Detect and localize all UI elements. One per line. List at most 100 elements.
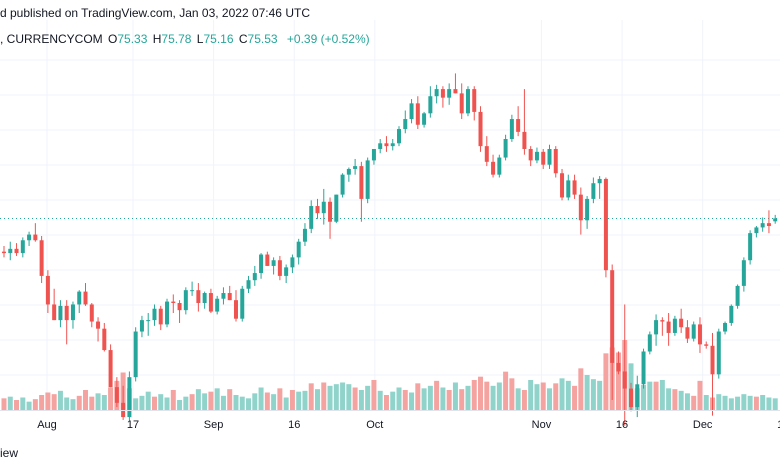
volume-bar (158, 394, 164, 410)
candle (603, 177, 608, 278)
volume-bar (735, 396, 741, 410)
volume-bar (64, 397, 70, 410)
candle (735, 284, 740, 309)
volume-bar (578, 368, 584, 410)
candle (597, 176, 602, 199)
volume-bar (772, 398, 778, 410)
candle (578, 187, 583, 235)
candle (114, 377, 119, 408)
candle (660, 317, 665, 336)
volume-bar (496, 382, 502, 410)
volume-bar (490, 385, 496, 410)
volume-bar (321, 382, 327, 410)
volume-bar (471, 380, 477, 410)
time-axis: Aug 17 Sep 16 Oct Nov 16 Dec 16 (0, 410, 780, 431)
symbol-label: , CURRENCYCOM (0, 32, 103, 46)
candle (547, 144, 552, 169)
candle (152, 304, 157, 326)
volume-bar (208, 391, 214, 410)
volume-bar (183, 396, 189, 410)
candle (89, 303, 94, 328)
volume-bar (521, 390, 527, 410)
ohlc-legend: , CURRENCYCOM O75.33 H75.78 L75.16 C75.5… (0, 32, 370, 46)
volume-bar (383, 395, 389, 410)
candle (616, 351, 621, 375)
volume-bar (170, 390, 176, 410)
volume-bar (666, 388, 672, 410)
volume-bar (465, 385, 471, 410)
candle (685, 320, 690, 343)
volume-bar (246, 398, 252, 410)
candle (591, 177, 596, 204)
volume-bar (597, 380, 603, 410)
volume-bar (603, 353, 609, 410)
candle (422, 111, 427, 128)
volume-bar (760, 395, 766, 410)
volume-bar (722, 395, 728, 410)
close-label: C (238, 32, 248, 46)
volume-bar (239, 396, 245, 410)
volume-bar (653, 381, 659, 410)
volume-bar (233, 395, 239, 410)
candle (748, 230, 753, 265)
candle (127, 371, 132, 422)
volume-bar (214, 388, 220, 410)
time-tick-label: 16 (777, 419, 780, 431)
candle (610, 264, 615, 400)
candle (271, 257, 276, 275)
candle (353, 158, 358, 175)
candle (146, 312, 151, 336)
volume-bar (45, 392, 51, 410)
volume-bar (289, 390, 295, 410)
candle (697, 317, 702, 353)
candle (560, 168, 565, 201)
volume-bar (409, 392, 415, 410)
volume-bar (227, 389, 233, 410)
tradingview-footer: iew (0, 446, 19, 460)
volume-bar (559, 378, 565, 410)
volume-bar (108, 387, 114, 410)
candle (585, 196, 590, 229)
volume-bar (70, 399, 76, 410)
candle (328, 197, 333, 239)
low-label: L (196, 32, 204, 46)
candle (171, 294, 176, 313)
candle (227, 285, 232, 301)
volume-bar (277, 388, 283, 410)
candle (710, 332, 715, 416)
volume-bar (503, 371, 509, 410)
candle (672, 315, 677, 336)
candle (647, 331, 652, 355)
volume-bar (89, 396, 95, 410)
candle (528, 146, 533, 167)
candle (246, 275, 251, 294)
candle (284, 264, 289, 284)
volume-bar (753, 396, 759, 410)
candle (390, 139, 395, 151)
candle (403, 110, 408, 134)
candle (77, 290, 82, 313)
candle (64, 300, 69, 345)
candle (33, 223, 38, 242)
candle (83, 283, 88, 306)
candle (691, 321, 696, 342)
volume-bar (32, 399, 38, 410)
volume-bar (716, 394, 722, 410)
change-value: +0.39 (+0.52%) (286, 32, 370, 46)
volume-bar (133, 398, 139, 410)
volume-bar (271, 394, 277, 410)
candle (766, 210, 771, 234)
volume-bar (459, 389, 465, 410)
volume-bar (189, 394, 195, 410)
candle (566, 174, 571, 201)
candle (221, 287, 226, 305)
volume-bar (264, 392, 270, 410)
volume-bar (672, 389, 678, 410)
candle (622, 304, 627, 426)
candle (773, 214, 778, 224)
volume-bar (365, 385, 371, 410)
volume-bar (728, 398, 734, 410)
volume-bar (95, 393, 101, 410)
